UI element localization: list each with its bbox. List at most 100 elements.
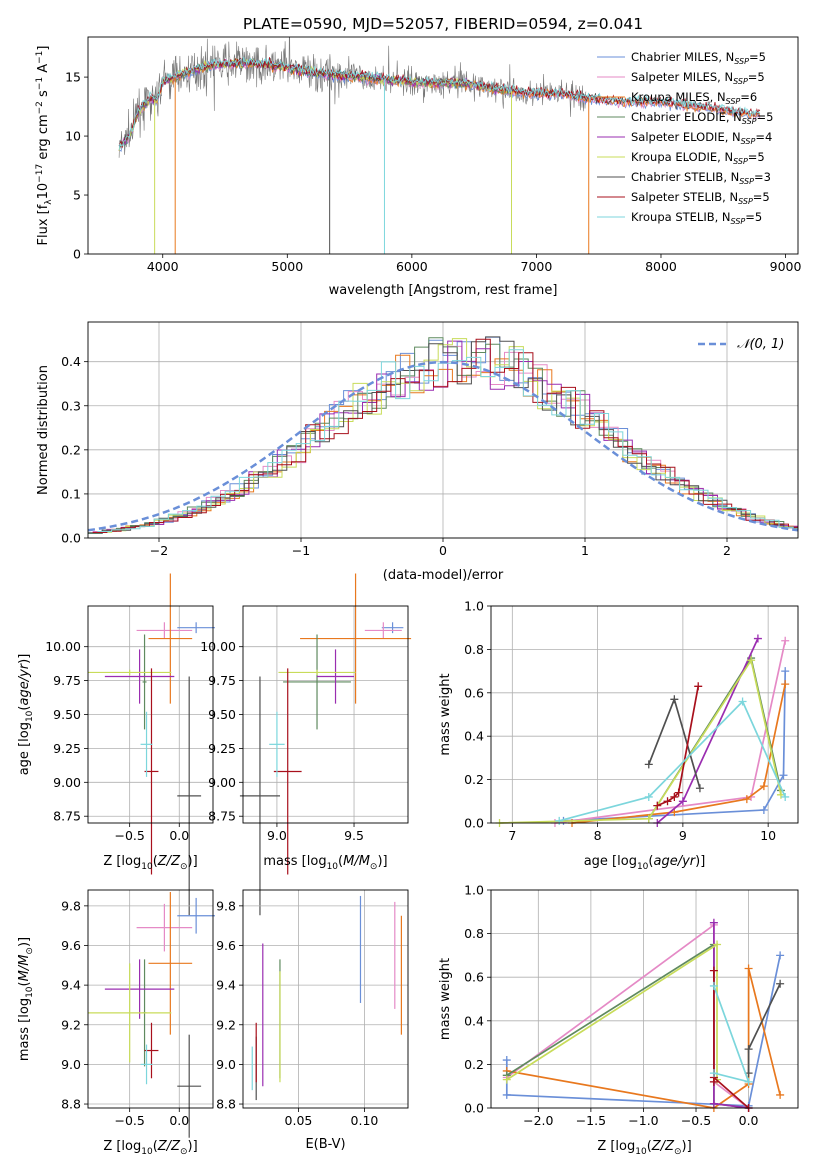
y-tick-label: 1.0 bbox=[464, 883, 484, 898]
label-part: −1 bbox=[35, 77, 45, 90]
y-tick-label: 0.8 bbox=[464, 642, 484, 657]
errorbars bbox=[251, 895, 402, 1101]
weight-marker-s2 bbox=[776, 1090, 785, 1099]
y-tick-label: 9.2 bbox=[216, 1017, 236, 1032]
label-part: ] bbox=[36, 46, 51, 51]
weight-marker-s2 bbox=[759, 782, 768, 791]
grid-lines bbox=[243, 890, 408, 1108]
x-tick-label: 4000 bbox=[147, 259, 179, 274]
label-part: 10 bbox=[141, 862, 153, 872]
label-part: )] bbox=[682, 1139, 692, 1154]
y-tick-label: 0.4 bbox=[464, 1013, 484, 1028]
x-tick-label: −1.5 bbox=[576, 1113, 606, 1128]
weight-marker-s1 bbox=[781, 636, 790, 645]
x-tick-label: 0.0 bbox=[739, 1113, 759, 1128]
y-tick-label: 15 bbox=[65, 70, 81, 85]
legend-label: Salpeter ELODIE, N bbox=[631, 130, 741, 144]
weight-line-s2 bbox=[571, 683, 787, 824]
y-tick-label: 9.6 bbox=[61, 938, 81, 953]
x-axis-label: E(B-V) bbox=[305, 1137, 345, 1152]
legend-subscript: SSP bbox=[739, 177, 754, 186]
x-tick-label: −0.5 bbox=[681, 1113, 711, 1128]
weight-line-s5 bbox=[499, 658, 782, 824]
x-tick-label: 5000 bbox=[271, 259, 303, 274]
y-tick-label: 0.2 bbox=[464, 1057, 484, 1072]
grid-lines bbox=[88, 606, 213, 823]
weight-marker-s8 bbox=[738, 697, 747, 706]
tick-marks bbox=[84, 905, 180, 1112]
grid-lines bbox=[491, 889, 798, 1109]
y-tick-label: 0.1 bbox=[61, 486, 81, 501]
label-part: Z [log bbox=[103, 854, 141, 869]
x-tick-label: 1 bbox=[581, 543, 589, 558]
x-axis-label: (data-model)/error bbox=[383, 568, 504, 583]
weight-marker-s5 bbox=[644, 814, 653, 823]
weight-marker-s6 bbox=[644, 760, 653, 769]
weight-line-s8 bbox=[558, 700, 786, 822]
weight-marker-s8 bbox=[555, 816, 564, 825]
model-spectrum-line-s7 bbox=[118, 57, 761, 148]
weight-marker-s0 bbox=[776, 951, 785, 960]
legend-label: Salpeter MILES, N bbox=[631, 70, 733, 84]
y-axis-label: Flux [fλ10−17 erg cm−2 s−1 A−1] bbox=[35, 46, 54, 246]
y-tick-label: 9.75 bbox=[53, 673, 81, 688]
x-tick-label: −1 bbox=[292, 543, 310, 558]
mass-weight-vs-metallicity-panel: −2.0 −1.5 −1.0 −0.5 0.0 0.0 0.2 0.4 0.6 0.8 1.0 Z [… bbox=[438, 883, 799, 1157]
age-vs-mass-frame bbox=[242, 605, 409, 824]
label-part: Flux [f bbox=[36, 204, 51, 245]
y-tick-label: 8.75 bbox=[208, 809, 236, 824]
x-tick-label: 0.10 bbox=[351, 1113, 379, 1128]
label-part: ( bbox=[17, 706, 32, 711]
mass-vs-metallicity-panel: −0.5 0.08.89.09.29.49.69.8Z [log10(Z/Z⊙)]… bbox=[17, 889, 215, 1157]
histograms bbox=[88, 336, 798, 534]
model-spectrum-line-s8 bbox=[118, 56, 761, 151]
legend-count: =5 bbox=[748, 70, 765, 84]
y-tick-label: 0.6 bbox=[464, 970, 484, 985]
legend-label: Chabrier MILES, N bbox=[631, 50, 734, 64]
residuals-frame bbox=[87, 321, 799, 539]
histogram-s6 bbox=[88, 336, 798, 534]
spectrum-frame bbox=[87, 36, 799, 255]
age-vs-Z-frame bbox=[87, 605, 214, 824]
y-tick-label: 10.00 bbox=[200, 639, 236, 654]
observed-spectrum-line bbox=[118, 37, 587, 158]
weight-marker-s6 bbox=[695, 784, 704, 793]
legend-subscript: SSP bbox=[738, 197, 753, 206]
y-tick-label: 9.8 bbox=[216, 898, 236, 913]
legend: Chabrier MILES, N SSP =5 Salpeter MILES, N S… bbox=[597, 50, 773, 226]
label-part: )] bbox=[17, 937, 32, 947]
label-part: M/M bbox=[343, 854, 370, 869]
weight-line-s1 bbox=[506, 923, 750, 1109]
legend-label: Kroupa STELIB, N bbox=[631, 210, 731, 224]
label-part: )] bbox=[188, 854, 198, 869]
label-part: age/yr bbox=[653, 854, 696, 869]
label-part: ( bbox=[153, 854, 158, 869]
legend-label: Chabrier STELIB, N bbox=[631, 170, 739, 184]
x-tick-label: 9000 bbox=[770, 259, 802, 274]
legend-count: =5 bbox=[749, 50, 766, 64]
x-tick-label: 7000 bbox=[521, 259, 553, 274]
label-part: −2 bbox=[35, 101, 45, 114]
weight-marker-s2 bbox=[742, 795, 751, 804]
y-tick-label: 9.25 bbox=[53, 741, 81, 756]
legend-count: =5 bbox=[745, 210, 762, 224]
legend-label: Salpeter STELIB, N bbox=[631, 190, 738, 204]
histogram-s2 bbox=[97, 354, 798, 533]
weight-marker-s0 bbox=[502, 1056, 511, 1065]
mass-vs-EBV-frame bbox=[242, 889, 409, 1109]
label-part: age/yr bbox=[17, 662, 32, 705]
weight-marker-s7 bbox=[670, 792, 679, 801]
weight-line-s3 bbox=[506, 942, 749, 1109]
x-axis-label: Z [log10(Z/Z⊙)] bbox=[597, 1139, 691, 1157]
weight-lines bbox=[502, 918, 785, 1112]
weight-marker-s4 bbox=[678, 797, 687, 806]
label-part: λ bbox=[44, 199, 54, 205]
legend-count: =3 bbox=[754, 170, 771, 184]
label-part: ⊙ bbox=[180, 862, 188, 872]
y-tick-label: 0.4 bbox=[61, 354, 81, 369]
label-part: A bbox=[36, 64, 51, 77]
y-tick-label: 0.0 bbox=[61, 531, 81, 546]
label-part: ⊙ bbox=[180, 1147, 188, 1157]
label-part: )] bbox=[188, 1139, 198, 1154]
label-part: 10 bbox=[327, 862, 339, 872]
